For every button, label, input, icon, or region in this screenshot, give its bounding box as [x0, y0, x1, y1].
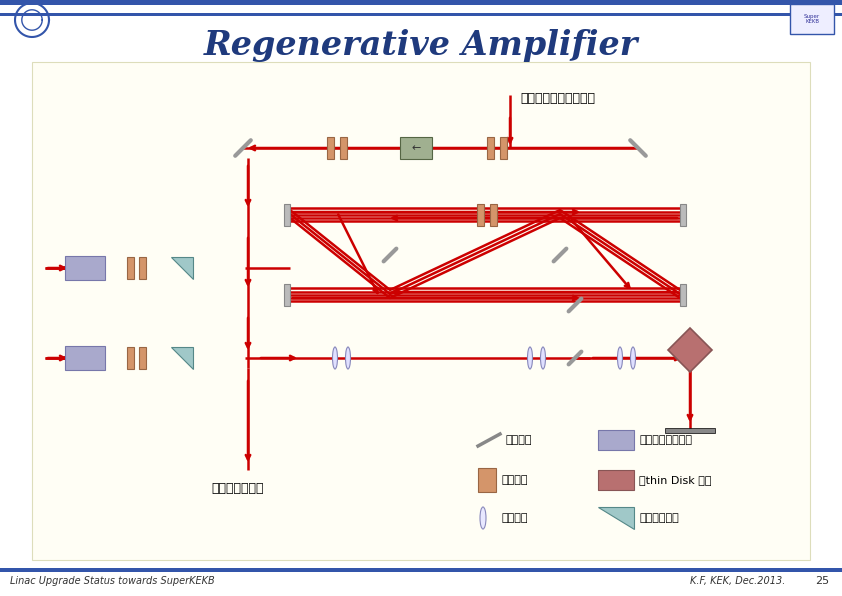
Text: Regenerative Amplifier: Regenerative Amplifier: [204, 29, 638, 61]
Text: ：レンズ: ：レンズ: [502, 513, 529, 523]
Bar: [665, 428, 715, 433]
Polygon shape: [668, 328, 712, 372]
Bar: [284, 204, 290, 226]
Text: K.F, KEK, Dec.2013.: K.F, KEK, Dec.2013.: [690, 576, 786, 586]
Text: ：ミラー: ：ミラー: [505, 435, 531, 445]
Bar: [499, 137, 507, 159]
Bar: [138, 347, 146, 369]
Bar: [65, 256, 105, 280]
Text: ：thin Disk 結晶: ：thin Disk 結晶: [639, 475, 711, 485]
Text: 25: 25: [815, 576, 829, 586]
Bar: [0, 568, 842, 572]
Bar: [284, 284, 290, 306]
Bar: [138, 257, 146, 279]
Ellipse shape: [480, 507, 486, 529]
Bar: [0, 0, 842, 5]
Text: ファイバーアンプより: ファイバーアンプより: [520, 92, 595, 104]
Polygon shape: [598, 507, 634, 529]
Ellipse shape: [333, 347, 338, 369]
Text: ：ポッケルスセル: ：ポッケルスセル: [639, 435, 692, 445]
Bar: [487, 137, 493, 159]
Ellipse shape: [631, 347, 636, 369]
Bar: [339, 137, 347, 159]
Ellipse shape: [541, 347, 546, 369]
Polygon shape: [171, 347, 193, 369]
Ellipse shape: [617, 347, 622, 369]
Bar: [598, 470, 634, 490]
Bar: [478, 468, 496, 492]
Text: メインアンプへ: メインアンプへ: [211, 482, 264, 495]
Ellipse shape: [345, 347, 350, 369]
Bar: [32, 62, 810, 560]
Text: ←: ←: [411, 143, 421, 153]
Polygon shape: [171, 257, 193, 279]
Bar: [489, 204, 497, 226]
Text: Super
KEKB: Super KEKB: [804, 14, 820, 24]
Text: ：ポラライザ: ：ポラライザ: [639, 513, 679, 523]
Text: Linac Upgrade Status towards SuperKEKB: Linac Upgrade Status towards SuperKEKB: [10, 576, 215, 586]
Ellipse shape: [527, 347, 532, 369]
Bar: [126, 257, 134, 279]
Text: ：波長版: ：波長版: [502, 475, 529, 485]
Bar: [477, 204, 483, 226]
Bar: [65, 346, 105, 370]
Bar: [598, 430, 634, 450]
Bar: [680, 284, 686, 306]
Bar: [680, 204, 686, 226]
Bar: [400, 137, 432, 159]
Bar: [0, 13, 842, 16]
Bar: [327, 137, 333, 159]
Bar: [126, 347, 134, 369]
Bar: [790, 4, 834, 34]
